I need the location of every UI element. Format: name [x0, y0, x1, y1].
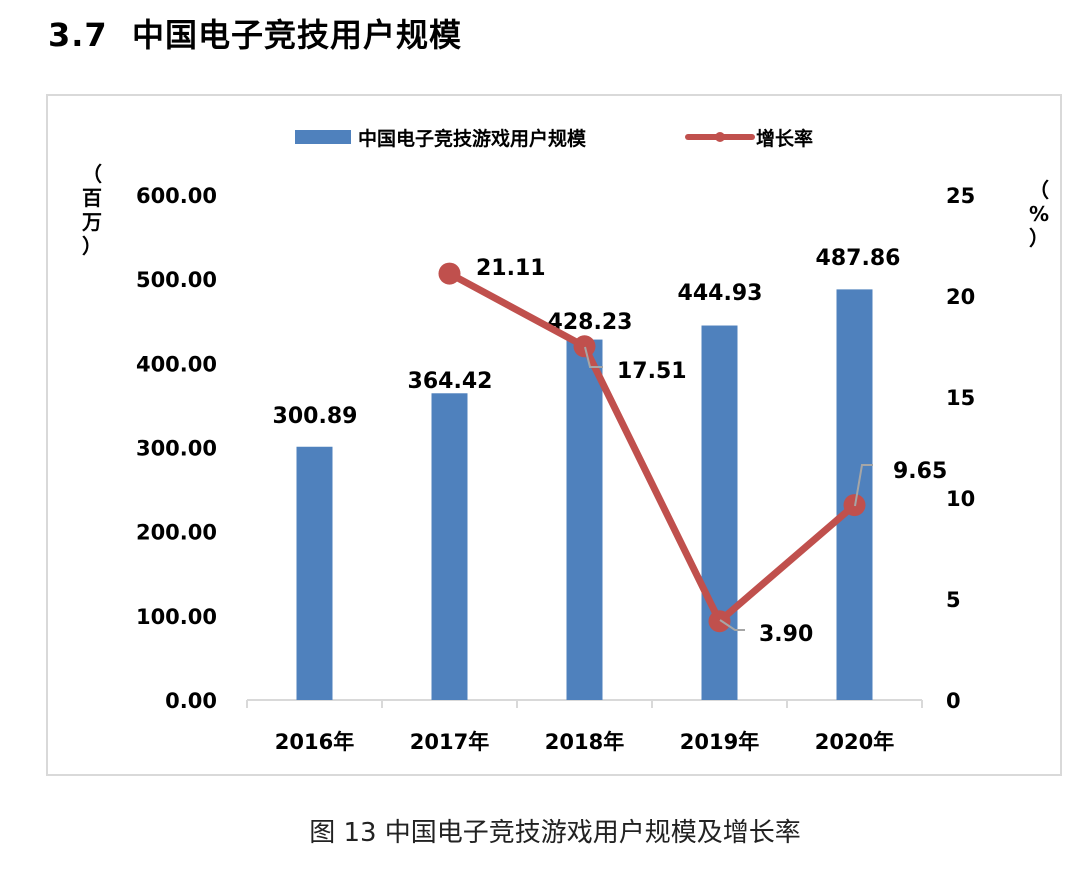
bar-value-label: 487.86 [816, 246, 901, 271]
bar [296, 446, 333, 700]
label-leader-line [854, 464, 873, 507]
line-value-label: 3.90 [759, 622, 813, 647]
right-axis-unit-label: （%） [1029, 178, 1049, 250]
right-unit-char: ） [1029, 226, 1049, 250]
bar-value-label: 364.42 [408, 369, 493, 394]
line-series [438, 262, 866, 633]
legend-bar-label: 中国电子竞技游戏用户规模 [358, 127, 587, 150]
line-value-label: 21.11 [476, 256, 546, 281]
left-tick-label: 300.00 [136, 437, 217, 461]
chart-legend: 中国电子竞技游戏用户规模 增长率 [295, 127, 813, 150]
right-tick-label: 0 [946, 689, 961, 713]
left-tick-label: 200.00 [136, 521, 217, 545]
legend-line-marker [715, 132, 725, 142]
left-unit-char: （ [82, 162, 102, 186]
left-tick-label: 100.00 [136, 605, 217, 629]
bar [701, 325, 738, 700]
left-unit-char: ） [82, 234, 102, 258]
x-tick-label: 2017年 [410, 730, 489, 754]
left-axis-ticks: 0.00 100.00 200.00 300.00 400.00 500.00 600.00 [136, 184, 217, 713]
bar-value-label: 444.93 [678, 281, 763, 306]
growth-rate-line [447, 270, 857, 625]
right-unit-char: （ [1029, 178, 1049, 202]
left-axis-unit-label: （百万） [81, 162, 102, 258]
bar-value-label: 300.89 [273, 404, 358, 429]
right-tick-label: 20 [946, 285, 975, 309]
right-tick-label: 10 [946, 487, 975, 511]
x-tick-label: 2018年 [545, 730, 624, 754]
x-axis: 2016年 2017年 2018年 2019年 2020年 [246, 699, 923, 754]
left-tick-label: 600.00 [136, 184, 217, 208]
left-unit-char: 百 [82, 186, 102, 210]
figure-caption: 图 13 中国电子竞技游戏用户规模及增长率 [309, 818, 801, 848]
left-tick-label: 500.00 [136, 268, 217, 292]
line-value-label: 17.51 [617, 359, 687, 384]
right-tick-label: 15 [946, 386, 975, 410]
section-number: 3.7 [48, 16, 108, 54]
x-tick-label: 2019年 [680, 730, 759, 754]
line-value-label: 9.65 [893, 459, 947, 484]
right-tick-label: 5 [946, 588, 961, 612]
bar [431, 393, 468, 700]
line-marker [573, 335, 596, 358]
line-marker [708, 610, 731, 633]
left-tick-label: 0.00 [165, 689, 217, 713]
left-unit-char: 万 [81, 210, 102, 234]
chart-frame [46, 94, 1062, 776]
line-data-labels: 21.11 17.51 3.90 9.65 [476, 256, 947, 647]
section-heading: 中国电子竞技用户规模 [131, 16, 462, 54]
right-axis-ticks: 0 5 10 15 20 25 [946, 184, 975, 713]
left-tick-label: 400.00 [136, 352, 217, 376]
section-title: 3.7 中国电子竞技用户规模 [48, 10, 462, 56]
line-marker [438, 262, 461, 285]
bar [566, 339, 603, 700]
legend-line-label: 增长率 [756, 127, 813, 150]
right-unit-char: % [1029, 202, 1049, 226]
x-tick-label: 2020年 [815, 730, 894, 754]
label-leader-line [584, 346, 603, 368]
x-tick-label: 2016年 [275, 730, 354, 754]
right-tick-label: 25 [946, 184, 975, 208]
label-leader-line [719, 619, 745, 631]
legend-bar-swatch [295, 130, 351, 144]
